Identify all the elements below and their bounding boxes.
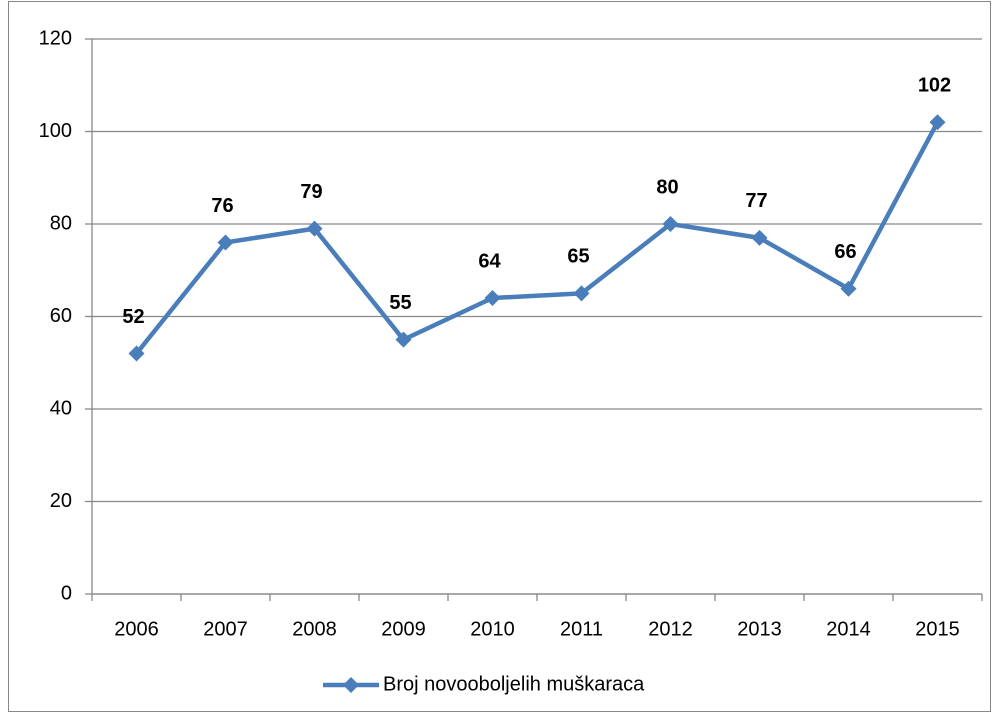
x-tick-label: 2006 [114,618,159,640]
data-label: 79 [300,181,322,203]
data-marker [929,114,946,131]
data-marker [306,220,323,237]
y-tick-label: 20 [50,490,72,512]
x-tick-label: 2013 [737,618,782,640]
legend-label: Broj novooboljelih muškaraca [383,673,645,695]
legend-marker [343,677,359,693]
y-tick-label: 60 [50,305,72,327]
x-tick-label: 2009 [381,618,426,640]
data-marker [573,285,590,302]
data-marker [840,280,857,297]
y-tick-label: 120 [39,27,72,49]
data-label: 80 [656,176,678,198]
data-marker [395,331,412,348]
data-label: 77 [745,190,767,212]
data-label: 52 [122,306,144,328]
x-tick-label: 2012 [648,618,693,640]
x-tick-label: 2015 [915,618,960,640]
x-tick-label: 2011 [560,618,603,640]
data-marker [662,216,679,232]
data-marker [484,290,501,306]
data-marker [217,234,234,251]
x-tick-label: 2007 [203,618,248,640]
data-label: 55 [389,292,411,314]
y-tick-label: 0 [61,582,72,604]
x-tick-label: 2014 [826,618,871,640]
y-tick-label: 80 [50,212,72,234]
data-label: 65 [567,246,589,268]
data-line [134,121,940,355]
y-tick-label: 100 [39,120,72,142]
data-label: 66 [834,241,856,263]
data-label: 102 [918,75,951,97]
y-tick-label: 40 [50,397,72,419]
x-tick-label: 2010 [470,618,515,640]
data-label: 64 [478,250,501,272]
x-tick-label: 2008 [292,618,337,640]
data-marker [751,229,768,246]
chart-frame [8,1,991,712]
data-label: 76 [211,195,233,217]
data-marker [128,345,145,362]
